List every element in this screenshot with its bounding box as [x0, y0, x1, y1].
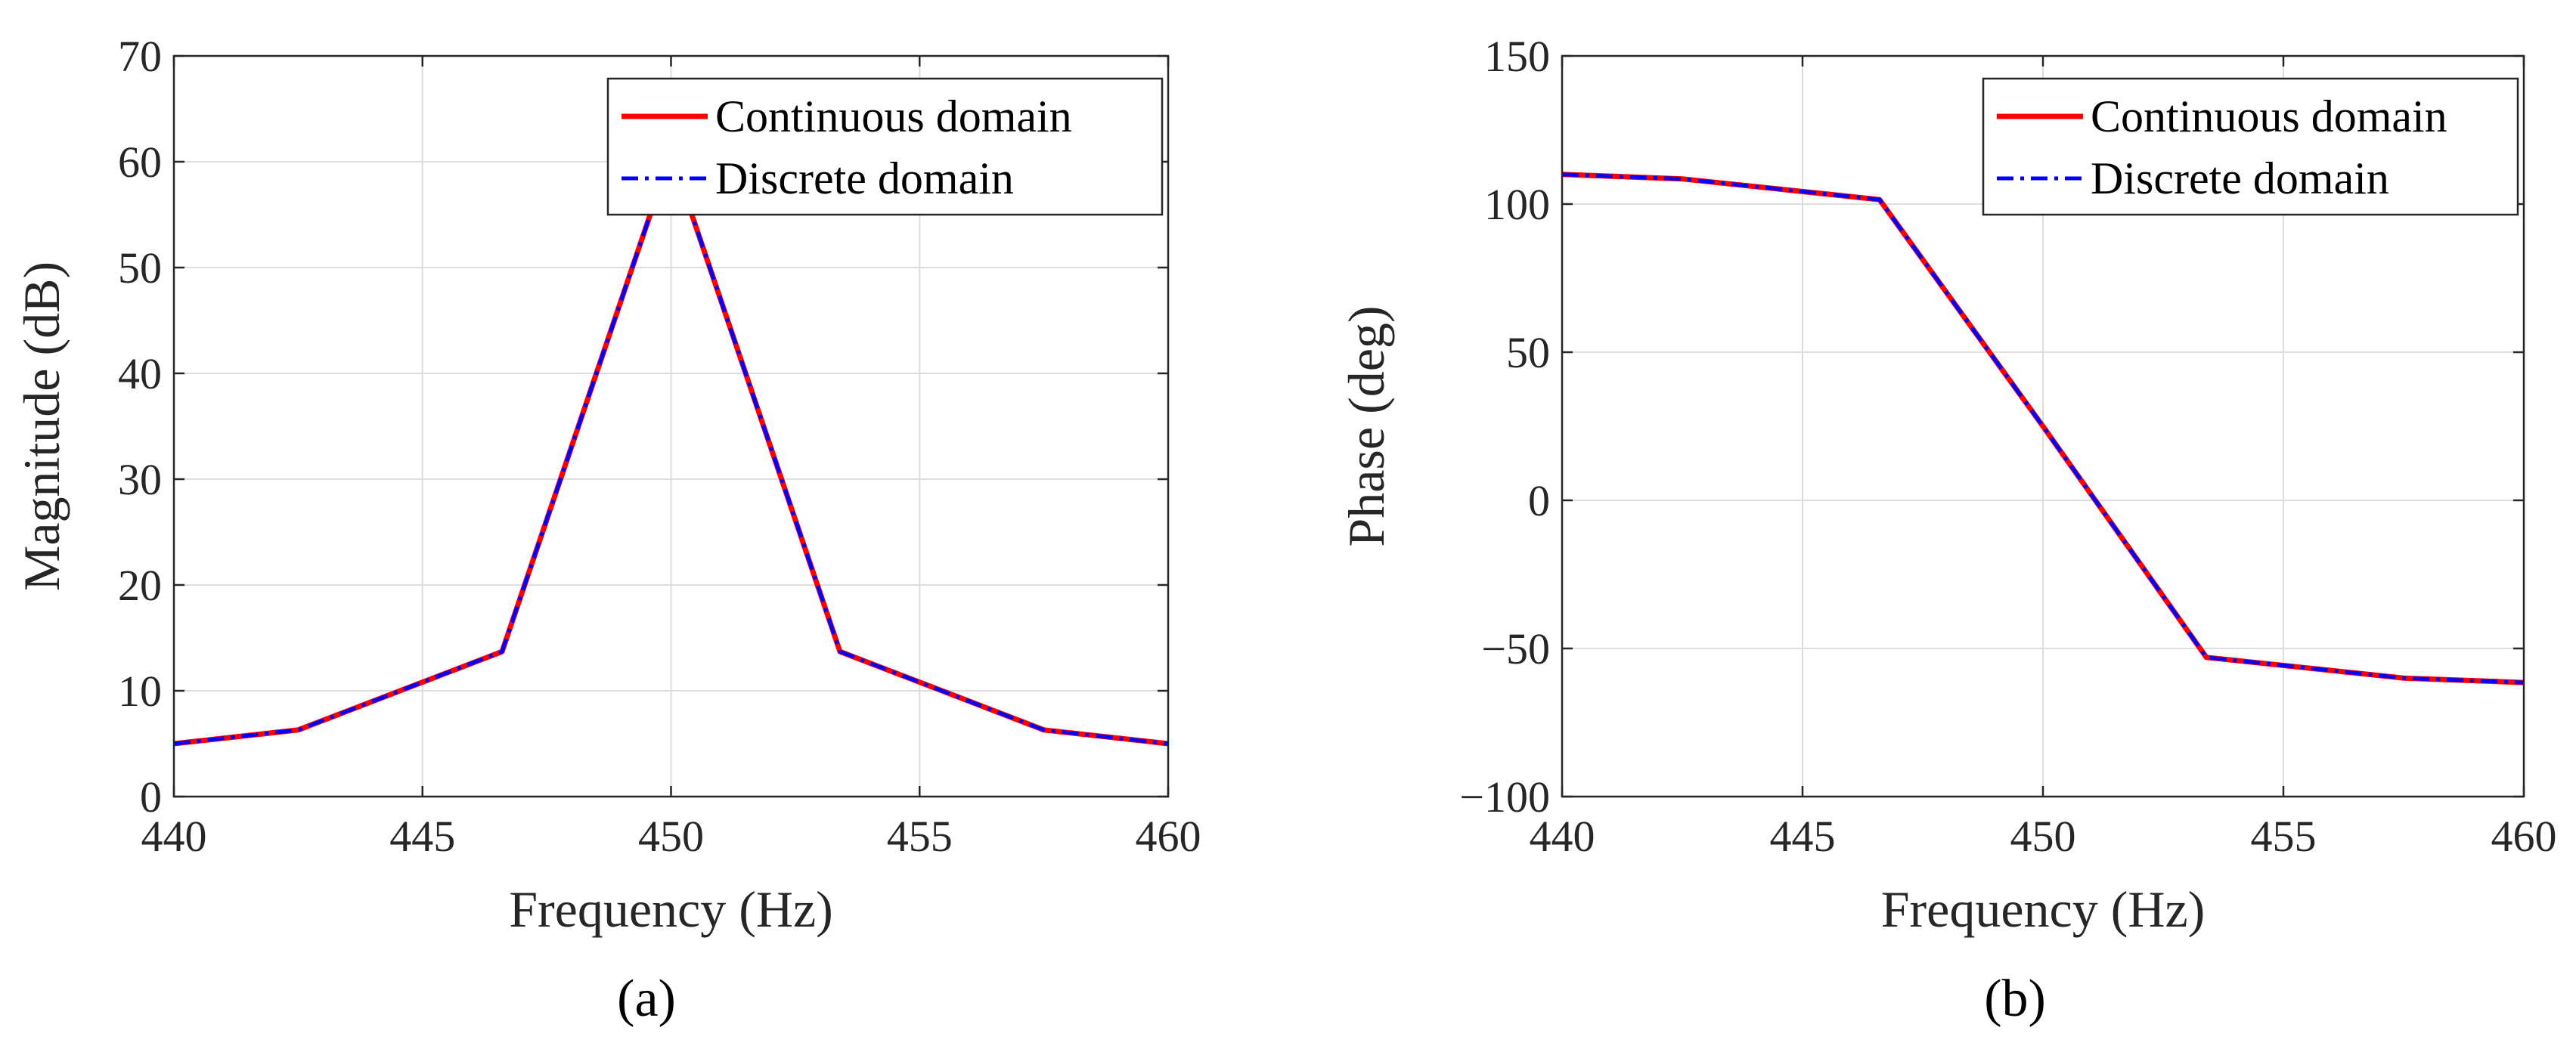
- x-tick-label: 450: [638, 812, 704, 861]
- legend-box: [1982, 77, 2519, 216]
- x-tick-label: 440: [141, 812, 207, 861]
- y-tick-label: 70: [118, 32, 162, 81]
- x-axis-label: Frequency (Hz): [1881, 880, 2206, 938]
- panel-label: (b): [1984, 970, 2046, 1028]
- legend-box: [606, 77, 1164, 216]
- y-tick-label: 50: [1506, 328, 1550, 377]
- y-tick-label: 10: [118, 667, 162, 716]
- y-tick-label: 50: [118, 243, 162, 292]
- y-tick-label: −50: [1481, 624, 1550, 673]
- panel-label: (a): [617, 970, 676, 1028]
- legend-entry-discrete: Discrete domain: [2091, 153, 2389, 203]
- series-line-discrete: [173, 151, 1169, 746]
- series-line-discrete: [1561, 172, 2525, 685]
- x-tick-label: 455: [2251, 812, 2317, 861]
- y-axis-label: Phase (deg): [1338, 305, 1395, 546]
- y-tick-label: 100: [1484, 180, 1550, 229]
- y-tick-label: 60: [118, 138, 162, 187]
- axes-box: [172, 54, 1170, 798]
- x-tick-label: 450: [2010, 812, 2076, 861]
- x-tick-label: 455: [887, 812, 953, 861]
- y-tick-label: 30: [118, 455, 162, 504]
- y-tick-label: 20: [118, 561, 162, 610]
- y-tick-label: 0: [1528, 476, 1550, 525]
- legend-entry-discrete: Discrete domain: [715, 153, 1014, 203]
- y-tick-label: 150: [1484, 32, 1550, 81]
- chart-panel-b: 440 445 450 455 460 −100 −50 0 50 100 150 Frequency…: [1338, 32, 2557, 1028]
- y-tick-label: 0: [140, 772, 162, 822]
- legend: Continuous domain Discrete domain: [1982, 77, 2519, 216]
- x-axis-label: Frequency (Hz): [509, 880, 833, 938]
- x-tick-label: 440: [1530, 812, 1595, 861]
- legend-entry-continuous: Continuous domain: [715, 91, 1072, 141]
- x-tick-label: 460: [1136, 812, 1201, 861]
- x-tick-label: 445: [1770, 812, 1836, 861]
- x-tick-label: 460: [2491, 812, 2557, 861]
- y-tick-label: 40: [118, 349, 162, 398]
- chart-panel-a: 440 445 450 455 460 0 10 20 30 40 50 60 70 Frequency …: [13, 32, 1201, 1028]
- legend-entry-continuous: Continuous domain: [2091, 91, 2447, 141]
- axes-box: [1561, 54, 2525, 798]
- legend: Continuous domain Discrete domain: [606, 77, 1164, 216]
- y-axis-label: Magnitude (dB): [13, 262, 70, 591]
- x-tick-label: 445: [389, 812, 455, 861]
- y-tick-label: −100: [1459, 772, 1550, 822]
